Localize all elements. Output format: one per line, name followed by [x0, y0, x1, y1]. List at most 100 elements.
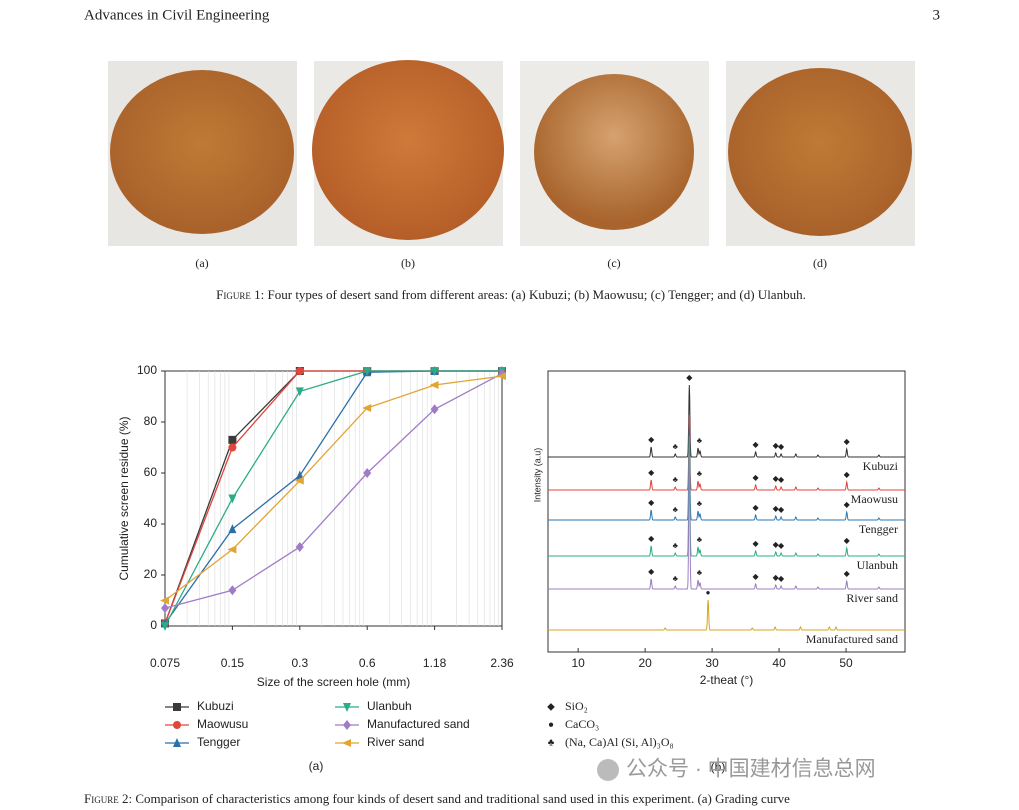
marker [161, 603, 169, 614]
phase-marker: ♣ [697, 499, 703, 508]
legend-marker [343, 703, 351, 712]
legend-label: (Na, Ca)Al (Si, Al)₃O₈ [565, 735, 674, 749]
photos [108, 60, 915, 246]
phase-marker: ◆ [773, 441, 780, 450]
x-tick-label: 40 [772, 656, 786, 670]
xrd-trace [548, 414, 905, 491]
sand [312, 60, 504, 240]
x-axis-title: Size of the screen hole (mm) [257, 675, 410, 689]
y-tick-label: 80 [144, 414, 158, 428]
y-tick-label: 20 [144, 567, 158, 581]
journal: Advances in Civil Engineering [84, 7, 270, 23]
phase-marker: ◆ [753, 440, 760, 449]
sand [728, 68, 912, 236]
panel-label: (d) [813, 256, 827, 270]
x-tick-label: 50 [839, 656, 853, 670]
xrd-trace [548, 435, 905, 557]
legend-label: Maowusu [197, 717, 248, 731]
x-tick-label: 0.6 [359, 656, 376, 670]
marker [363, 468, 372, 478]
xrd-chart: 10 20 30 40 502-theat (°)Intensity (a.u)◆◆ ◆ ◆… [532, 370, 906, 774]
xrd-trace [548, 453, 905, 590]
legend-marker [173, 721, 181, 729]
y-tick-label: 60 [144, 465, 158, 479]
plot-frame [547, 370, 906, 653]
marker [295, 470, 304, 480]
y-tick-label: 100 [137, 363, 157, 377]
legend-label: Manufactured sand [367, 717, 470, 731]
marker [497, 372, 506, 381]
legend-label: Kubuzi [197, 699, 234, 713]
trace-label: Manufactured sand [806, 632, 898, 646]
x-tick-label: 1.18 [423, 656, 447, 670]
trace-label: Maowusu [851, 492, 898, 506]
legend-label: River sand [367, 735, 424, 749]
marker [295, 367, 304, 375]
watermark-text: 公众号 · 中国建材信息总网 [626, 758, 876, 781]
phase-marker: ♣ [673, 574, 679, 583]
phase-marker: ◆ [753, 539, 760, 548]
marker [294, 476, 304, 485]
x-tick-label: 2.36 [490, 656, 514, 670]
marker [228, 435, 237, 444]
phase-marker: ◆ [648, 498, 655, 507]
marker [295, 387, 304, 397]
phase-marker: ◆ [844, 500, 851, 509]
caption-text: Comparison of characteristics among four… [135, 791, 790, 806]
legend-label: SiO₂ [565, 699, 588, 713]
y-tick-label: 0 [150, 618, 157, 632]
x-axis-title: 2-theat (°) [700, 673, 753, 687]
trace-label: Kubuzi [863, 459, 899, 473]
sand [110, 70, 294, 234]
legend-label: Tengger [197, 735, 240, 749]
phase-marker: ◆ [778, 541, 785, 550]
legend-marker [173, 703, 181, 711]
phase-marker: ◆ [778, 505, 785, 514]
caption: Figure 1: Four types of desert sand from… [216, 287, 806, 302]
y-axis-title: Intensity (a.u) [532, 448, 542, 503]
phase-marker: ♣ [673, 475, 679, 484]
legend-symbol: ◆ [547, 702, 555, 713]
sand [534, 74, 694, 230]
phase-marker: ◆ [648, 534, 655, 543]
phase-marker: ◆ [844, 569, 851, 578]
watermark-icon [597, 759, 619, 781]
phase-marker: ◆ [778, 442, 785, 451]
phase-marker: ♣ [697, 568, 703, 577]
phase-marker: ◆ [773, 540, 780, 549]
page-number: 3 [933, 7, 941, 23]
phase-marker: ◆ [648, 468, 655, 477]
phase-marker: ● [706, 588, 711, 597]
x-tick-label: 0.3 [291, 656, 308, 670]
legend-label: CaCO₃ [565, 717, 599, 731]
series-line [164, 370, 502, 624]
watermark: 公众号 · 中国建材信息总网 [597, 758, 876, 781]
legend-label: Ulanbuh [367, 699, 412, 713]
legend-symbol: ● [548, 720, 554, 731]
phase-marker: ◆ [778, 475, 785, 484]
phase-marker: ◆ [778, 574, 785, 583]
panel-label: (b) [401, 256, 415, 270]
phase-marker: ◆ [844, 470, 851, 479]
trace-label: Tengger [859, 522, 898, 536]
grading-chart: 0 20 40 60 80 100 0.075 0.15 0.3 0.6 1.18 2.36 Size … [117, 363, 514, 773]
xrd-trace [548, 599, 905, 631]
marker [362, 403, 372, 412]
marker [429, 381, 439, 390]
legend-marker [342, 739, 351, 747]
phase-marker: ◆ [844, 536, 851, 545]
phase-marker: ◆ [773, 504, 780, 513]
legend-symbol: ♣ [548, 738, 555, 749]
x-tick-label: 0.15 [221, 656, 245, 670]
phase-marker: ◆ [773, 573, 780, 582]
marker [227, 545, 237, 554]
caption: Figure 2: Comparison of characteristics … [84, 791, 790, 806]
caption-label: Figure 1: [216, 287, 264, 302]
phase-marker: ◆ [648, 567, 655, 576]
phase-marker: ◆ [844, 437, 851, 446]
trace-label: Ulanbuh [857, 558, 898, 572]
series-line [164, 372, 503, 609]
x-tick-label: 20 [638, 656, 652, 670]
panel-label: (a) [309, 759, 324, 773]
